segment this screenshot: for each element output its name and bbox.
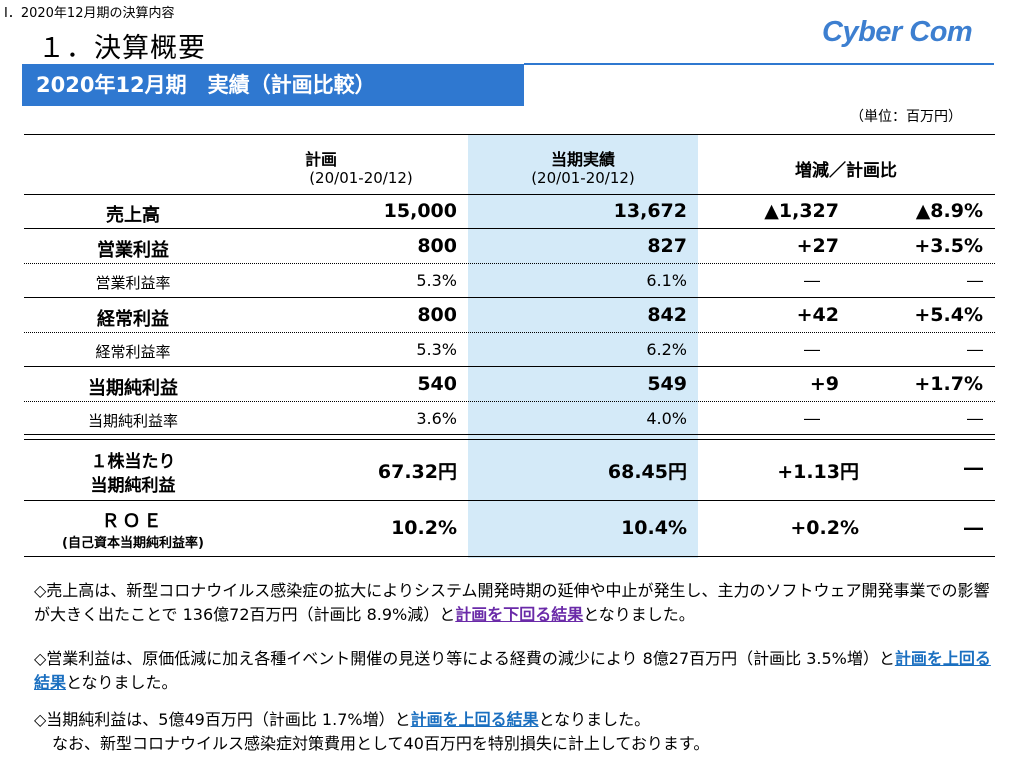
row-plan: 5.3% (416, 340, 457, 359)
row-ratio: ▲8.9% (915, 200, 983, 222)
table-rule (24, 228, 995, 229)
row-diff: ― (804, 340, 820, 359)
col-plan-period: (20/01-20/12) (309, 169, 413, 187)
table-rule (24, 434, 995, 435)
row-actual: 549 (647, 373, 687, 395)
row-plan: 800 (417, 235, 457, 257)
note-net-text: ◇当期純利益は、5億49百万円（計画比 1.7%増）と (34, 710, 411, 729)
roe-plan: 10.2% (391, 517, 457, 539)
row-label: 経常利益 (97, 309, 169, 330)
table-rule (24, 297, 995, 298)
row-diff: +9 (809, 373, 839, 395)
roe-actual: 10.4% (621, 517, 687, 539)
row-ratio: +3.5% (914, 235, 983, 257)
row-actual: 827 (647, 235, 687, 257)
note-net-additional: なお、新型コロナウイルス感染症対策費用として40百万円を特別損失に計上しておりま… (52, 734, 710, 753)
note-operating-profit: ◇営業利益は、原価低減に加え各種イベント開催の見送り等による経費の減少により 8… (34, 647, 994, 695)
row-actual: 13,672 (613, 200, 687, 222)
col-actual-header: 当期実績 (550, 150, 615, 169)
roe-label-line2: (自己資本当期純利益率) (62, 536, 204, 551)
actual-column-highlight (468, 134, 698, 558)
note-sales: ◇売上高は、新型コロナウイルス感染症の拡大によりシステム開発時期の延伸や中止が発… (34, 579, 994, 627)
note-net-tail: となりました。 (538, 710, 651, 729)
row-ratio: ― (967, 409, 983, 428)
row-ratio: +1.7% (914, 373, 983, 395)
eps-label-line1: １株当たり (90, 452, 176, 472)
row-label: 経常利益率 (95, 343, 171, 361)
row-actual: 6.2% (646, 340, 687, 359)
row-diff: ― (804, 271, 820, 290)
breadcrumb: Ⅰ．2020年12月期の決算内容 (4, 6, 175, 21)
note-sales-tail: となりました。 (583, 605, 695, 624)
table-rule (24, 194, 995, 195)
eps-label-line2: 当期純利益 (90, 476, 176, 496)
eps-ratio: ― (964, 457, 983, 479)
row-label: 営業利益 (97, 240, 169, 261)
eps-plan: 67.32円 (377, 461, 457, 483)
note-sales-text: ◇売上高は、新型コロナウイルス感染症の拡大によりシステム開発時期の延伸や中止が発… (34, 581, 990, 624)
row-actual: 4.0% (646, 409, 687, 428)
row-label: 当期純利益率 (87, 412, 178, 430)
note-sales-emphasis: 計画を下回る結果 (455, 605, 584, 624)
note-net-income: ◇当期純利益は、5億49百万円（計画比 1.7%増）と計画を上回る結果となりまし… (34, 708, 994, 756)
table-rule (24, 556, 995, 557)
company-logo: Cyber Com (822, 16, 973, 48)
row-plan: 5.3% (416, 271, 457, 290)
table-rule-dotted (24, 401, 995, 402)
roe-label-line1: ＲＯＥ (101, 511, 165, 532)
roe-diff: +0.2% (790, 517, 859, 539)
table-rule (24, 134, 995, 135)
row-diff: ▲1,327 (764, 200, 839, 222)
row-plan: 540 (417, 373, 457, 395)
table-rule (24, 439, 995, 440)
col-actual-period: (20/01-20/12) (531, 169, 635, 187)
row-label: 当期純利益 (88, 378, 178, 399)
table-rule-dotted (24, 332, 995, 333)
row-plan: 15,000 (383, 200, 457, 222)
row-ratio: ― (967, 340, 983, 359)
note-operating-emphasis: 計画を上回る結果 (34, 649, 991, 692)
note-operating-tail: となりました。 (66, 673, 178, 692)
results-table: 計画 (20/01-20/12) 当期実績 (20/01-20/12) 増減／計… (24, 134, 995, 558)
row-plan: 800 (417, 304, 457, 326)
row-label: 営業利益率 (95, 274, 171, 292)
header-rule (524, 63, 994, 65)
row-actual: 6.1% (646, 271, 687, 290)
section-banner: 2020年12月期 実績（計画比較） (22, 64, 524, 106)
eps-diff: +1.13円 (777, 461, 859, 483)
row-actual: 842 (647, 304, 687, 326)
row-diff: +42 (796, 304, 839, 326)
eps-actual: 68.45円 (607, 461, 687, 483)
page-title: １．決算概要 (38, 33, 206, 64)
note-operating-text: ◇営業利益は、原価低減に加え各種イベント開催の見送り等による経費の減少により 8… (34, 649, 895, 668)
unit-label: （単位：百万円） (850, 109, 962, 125)
col-diff-header: 増減／計画比 (795, 161, 897, 181)
row-ratio: +5.4% (914, 304, 983, 326)
row-ratio: ― (967, 271, 983, 290)
table-rule-dotted (24, 263, 995, 264)
row-label: 売上高 (106, 205, 160, 226)
col-plan-header: 計画 (304, 150, 337, 169)
table-rule (24, 366, 995, 367)
roe-ratio: ― (964, 517, 983, 539)
note-net-emphasis: 計画を上回る結果 (410, 710, 539, 729)
table-rule (24, 500, 995, 501)
row-plan: 3.6% (416, 409, 457, 428)
row-diff: +27 (796, 235, 839, 257)
row-diff: ― (804, 409, 820, 428)
